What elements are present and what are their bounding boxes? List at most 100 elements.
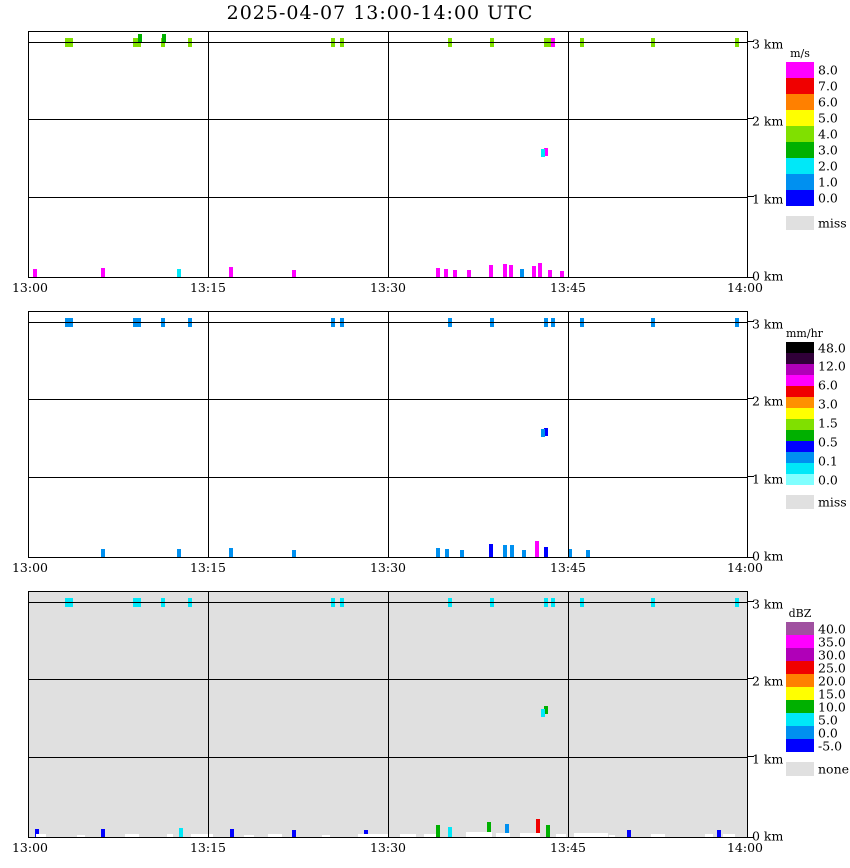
data-cell — [435, 268, 440, 277]
colorbar-segment — [786, 635, 814, 648]
colorbar-segment — [786, 174, 814, 190]
reflectivity-colorbar-tick-label: 20.0 — [818, 673, 846, 688]
data-cell — [543, 706, 548, 715]
data-cell — [488, 543, 493, 557]
data-cell — [488, 265, 493, 277]
reflectivity-colorbar-gradient — [786, 622, 814, 752]
no-echo-cell — [423, 834, 436, 837]
no-echo-cell — [124, 834, 139, 837]
no-echo-cell — [166, 834, 173, 837]
xlabel-1400-p3: 14:00 — [726, 840, 764, 855]
ytick-0km-p1 — [748, 277, 754, 278]
colorbar-segment — [786, 713, 814, 726]
ytick-1km-p3 — [748, 756, 754, 757]
panel-rain-intensity[interactable] — [28, 311, 748, 558]
ytick-3km-p2 — [748, 321, 754, 322]
data-cell — [522, 549, 526, 557]
colorbar-segment — [786, 386, 814, 397]
data-cell — [177, 269, 182, 277]
gridline-1315 — [208, 312, 209, 557]
data-cell — [137, 34, 142, 44]
no-echo-cell — [400, 834, 416, 837]
fall-velocity-colorbar-tick-label: 3.0 — [818, 142, 838, 158]
data-cell — [228, 548, 233, 557]
fall-velocity-colorbar-unit-label: m/s — [790, 47, 810, 60]
no-echo-cell — [573, 833, 608, 837]
panel-reflectivity[interactable] — [28, 591, 748, 838]
panel-fall-velocity[interactable] — [28, 31, 748, 278]
data-cell — [452, 269, 457, 277]
colorbar-segment — [786, 700, 814, 713]
colorbar-segment — [786, 622, 814, 635]
reflectivity-colorbar-tick-label: 35.0 — [818, 634, 846, 649]
gridline-1330 — [388, 32, 389, 277]
fall-velocity-colorbar-tick-label: 8.0 — [818, 62, 838, 78]
colorbar-segment — [786, 353, 814, 364]
data-cell — [435, 548, 440, 557]
ytick-2km-p1 — [748, 118, 754, 119]
rain-intensity-colorbar-tick-label: 48.0 — [818, 340, 846, 355]
fall-velocity-colorbar-tick-label: 4.0 — [818, 126, 838, 142]
colorbar-segment — [786, 110, 814, 126]
data-cell — [35, 829, 39, 837]
reflectivity-colorbar-tick-label: 40.0 — [818, 621, 846, 636]
colorbar-segment — [786, 78, 814, 94]
reflectivity-colorbar-missing-label: none — [818, 761, 850, 777]
data-cell — [364, 829, 369, 837]
ytick-3km-p1 — [748, 41, 754, 42]
xlabel-1330-p2: 13:30 — [369, 560, 407, 575]
fall-velocity-colorbar-tick-label: 6.0 — [818, 94, 838, 110]
gridline-1315 — [208, 32, 209, 277]
ytick-3km-p3 — [748, 601, 754, 602]
rain-intensity-colorbar-gradient — [786, 342, 814, 485]
xlabel-1315-p2: 13:15 — [189, 560, 227, 575]
colorbar-segment — [786, 190, 814, 206]
rain-intensity-colorbar-tick-label: 6.0 — [818, 377, 838, 393]
no-echo-cell — [268, 834, 283, 837]
xlabel-1300-p2: 13:00 — [11, 560, 49, 575]
fall-velocity-colorbar-tick-label: 5.0 — [818, 110, 838, 126]
no-echo-cell — [358, 834, 389, 837]
data-cell — [585, 549, 590, 557]
data-cell — [541, 149, 546, 158]
rain-intensity-colorbar-tick-label: 3.0 — [818, 396, 838, 412]
colorbar-segment — [786, 726, 814, 739]
ylabel-2km-p1: 2 km — [752, 113, 784, 129]
data-cell — [502, 545, 507, 557]
data-cell — [535, 540, 540, 557]
ytick-0km-p2 — [748, 557, 754, 558]
fall-velocity-colorbar-gradient — [786, 62, 814, 206]
colorbar-segment — [786, 342, 814, 353]
no-echo-cell — [723, 834, 736, 837]
gridline-1330 — [388, 312, 389, 557]
data-cell — [505, 823, 510, 837]
no-echo-cell — [555, 834, 566, 837]
no-echo-cell — [36, 834, 47, 837]
no-echo-cell — [465, 832, 492, 837]
data-cell — [717, 829, 722, 837]
xlabel-1345-p1: 13:45 — [549, 280, 587, 295]
ylabel-1km-p2: 1 km — [752, 471, 784, 487]
rain-intensity-colorbar-tick-label: 0.5 — [818, 434, 838, 450]
reflectivity-colorbar-tick-label: 10.0 — [818, 699, 846, 714]
fall-velocity-colorbar-tick-label: 2.0 — [818, 158, 838, 174]
data-cell — [543, 147, 548, 156]
reflectivity-colorbar-tick-label: 0.0 — [818, 725, 838, 740]
no-echo-cell — [519, 833, 540, 837]
reflectivity-colorbar-unit-label: dBZ — [788, 607, 812, 620]
ylabel-1km-p3: 1 km — [752, 751, 784, 767]
colorbar-segment — [786, 408, 814, 419]
gridline-1330 — [388, 592, 389, 837]
colorbar-segment — [786, 430, 814, 441]
data-cell — [447, 826, 452, 837]
xlabel-1315-p1: 13:15 — [189, 280, 227, 295]
colorbar-segment — [786, 674, 814, 687]
data-cell — [100, 829, 105, 837]
data-cell — [459, 549, 464, 557]
reflectivity-colorbar-tick-label: 25.0 — [818, 660, 846, 675]
xlabel-1330-p1: 13:30 — [369, 280, 407, 295]
data-cell — [177, 549, 182, 557]
gridline-1315 — [208, 592, 209, 837]
data-cell — [161, 34, 166, 44]
data-cell — [543, 546, 548, 557]
